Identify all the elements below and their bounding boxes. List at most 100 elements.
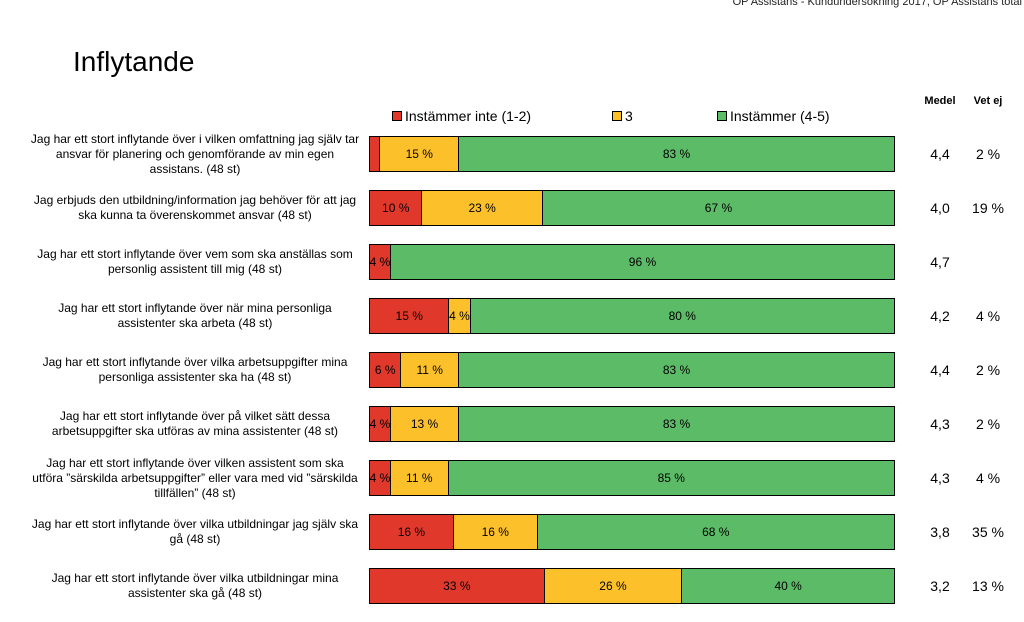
vet-ej-value: 2 % xyxy=(975,146,1001,162)
legend-item-disagree: Instämmer inte (1-2) xyxy=(392,108,612,124)
data-label: 13 % xyxy=(410,417,439,431)
data-label: 4 % xyxy=(449,309,470,323)
bar-segment-disagree: 6 % xyxy=(370,353,402,387)
data-label: 83 % xyxy=(662,363,691,377)
bar-segment-disagree: 15 % xyxy=(370,299,450,333)
bar-row: 16 % 16 % 68 % xyxy=(369,514,895,550)
bar-segment-neutral: 16 % xyxy=(453,515,538,549)
medel-value: 4,4 xyxy=(930,146,950,162)
medel-value: 3,8 xyxy=(930,524,950,540)
bar-segment-agree: 96 % xyxy=(390,245,894,279)
legend-label-neutral: 3 xyxy=(625,108,633,124)
bar-segment-agree: 80 % xyxy=(470,299,894,333)
bar-segment-disagree: 33 % xyxy=(370,569,545,603)
data-label: 6 % xyxy=(374,363,396,377)
data-label: 40 % xyxy=(774,579,802,593)
data-label: 11 % xyxy=(416,363,443,377)
bar-row: 6 % 11 % 83 % xyxy=(369,352,895,388)
medel-value: 4,4 xyxy=(930,362,950,378)
vet-ej-value: 19 % xyxy=(972,200,1004,216)
row-label: Jag har ett stort inflytande över när mi… xyxy=(58,301,332,330)
bar-segment-neutral: 13 % xyxy=(390,407,460,441)
bar-row: 4 % 13 % 83 % xyxy=(369,406,895,442)
bar-segment-neutral: 11 % xyxy=(390,461,449,495)
data-label: 23 % xyxy=(468,201,496,215)
bar-segment-neutral: 11 % xyxy=(401,353,460,387)
data-label: 10 % xyxy=(382,201,410,215)
data-label: 83 % xyxy=(662,417,691,431)
bar-segment-agree: 67 % xyxy=(542,191,894,225)
bar-segment-disagree: 4 % xyxy=(370,461,391,495)
row-label: Jag erbjuds den utbildning/information j… xyxy=(33,193,357,222)
legend-label-disagree: Instämmer inte (1-2) xyxy=(405,108,532,124)
chart-legend: Instämmer inte (1-2) 3 Instämmer (4-5) xyxy=(392,108,830,124)
legend-item-neutral: 3 xyxy=(612,108,717,124)
bar-segment-disagree: 16 % xyxy=(370,515,454,549)
row-label: Jag har ett stort inflytande över på vil… xyxy=(51,409,339,438)
bar-segment-disagree: 4 % xyxy=(370,407,391,441)
row-label: Jag har ett stort inflytande över vilka … xyxy=(51,571,339,600)
report-header-note: OP Assistans - Kundundersökning 2017, OP… xyxy=(732,0,1022,8)
vet-ej-value: 4 % xyxy=(975,308,1001,324)
data-label: 26 % xyxy=(599,579,627,593)
bar-segment-agree: 83 % xyxy=(459,407,894,441)
data-label: 15 % xyxy=(395,309,423,323)
vet-ej-value: 2 % xyxy=(975,362,1001,378)
data-label: 33 % xyxy=(443,579,471,593)
medel-value: 4,2 xyxy=(930,308,950,324)
data-label: 16 % xyxy=(481,525,509,539)
medel-value: 4,3 xyxy=(930,416,950,432)
bar-segment-agree: 83 % xyxy=(459,137,894,171)
vet-ej-value: 13 % xyxy=(972,578,1004,594)
data-label: 4 % xyxy=(369,417,391,431)
bar-row: 33 % 26 % 40 % xyxy=(369,568,895,604)
bar-segment-neutral: 15 % xyxy=(380,137,460,171)
bar-row: 10 % 23 % 67 % xyxy=(369,190,895,226)
vet-ej-value: 4 % xyxy=(975,470,1001,486)
bar-segment-neutral: 23 % xyxy=(422,191,543,225)
medel-value: 4,0 xyxy=(930,200,950,216)
bar-segment-agree: 68 % xyxy=(537,515,894,549)
data-label: 85 % xyxy=(657,471,685,485)
medel-value: 4,3 xyxy=(930,470,950,486)
column-header-medel: Medel xyxy=(924,95,956,107)
legend-label-agree: Instämmer (4-5) xyxy=(730,108,830,124)
row-label: Jag har ett stort inflytande över vilken… xyxy=(32,455,358,500)
data-label: 96 % xyxy=(628,255,657,269)
bar-segment-agree: 85 % xyxy=(448,461,894,495)
bar-segment-disagree xyxy=(370,137,381,171)
row-label: Jag har ett stort inflytande över vilka … xyxy=(31,517,359,546)
data-label: 15 % xyxy=(405,147,433,161)
data-label: 80 % xyxy=(668,309,696,323)
medel-value: 3,2 xyxy=(930,578,950,594)
data-label: 11 % xyxy=(406,471,433,485)
legend-swatch-red xyxy=(392,111,402,121)
bar-segment-disagree: 10 % xyxy=(370,191,423,225)
vet-ej-value: 2 % xyxy=(975,416,1001,432)
row-label: Jag har ett stort inflytande över vem so… xyxy=(37,247,353,276)
legend-swatch-yellow xyxy=(612,111,622,121)
column-header-vet-ej: Vet ej xyxy=(973,95,1003,107)
data-label: 83 % xyxy=(662,147,691,161)
bar-segment-agree: 40 % xyxy=(682,569,894,603)
bar-segment-neutral: 26 % xyxy=(544,569,683,603)
bar-segment-agree: 83 % xyxy=(459,353,894,387)
row-label: Jag har ett stort inflytande över vilka … xyxy=(42,355,348,384)
data-label: 16 % xyxy=(397,525,426,539)
bar-segment-neutral: 4 % xyxy=(449,299,471,333)
bar-row: 4 % 96 % xyxy=(369,244,895,280)
row-label: Jag har ett stort inflytande över i vilk… xyxy=(30,131,360,176)
data-label: 4 % xyxy=(369,255,391,269)
bar-row: 15 % 4 % 80 % xyxy=(369,298,895,334)
data-label: 4 % xyxy=(369,471,391,485)
data-label: 68 % xyxy=(702,525,730,539)
vet-ej-value: 35 % xyxy=(972,524,1004,540)
legend-swatch-green xyxy=(717,111,727,121)
bar-row: 15 % 83 % xyxy=(369,136,895,172)
medel-value: 4,7 xyxy=(930,254,950,270)
legend-item-agree: Instämmer (4-5) xyxy=(717,108,830,124)
data-label: 67 % xyxy=(704,201,733,215)
page-title: Inflytande xyxy=(73,46,195,77)
bar-segment-disagree: 4 % xyxy=(370,245,391,279)
bar-row: 4 % 11 % 85 % xyxy=(369,460,895,496)
